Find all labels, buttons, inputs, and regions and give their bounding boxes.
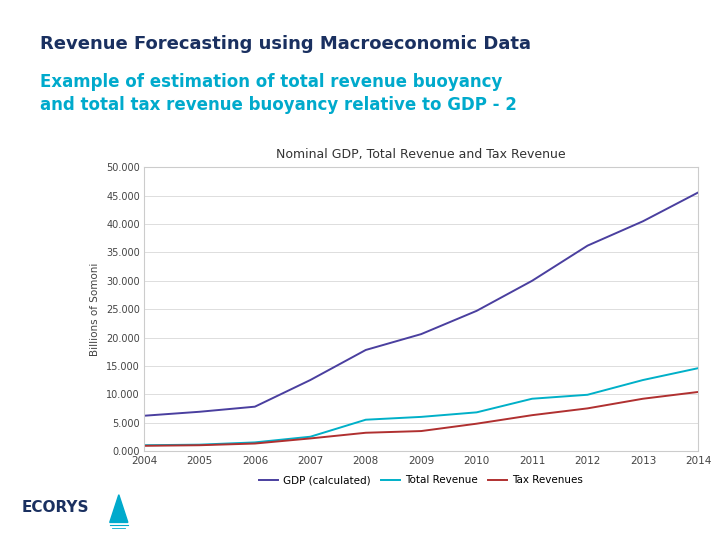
Text: ECORYS: ECORYS — [22, 501, 89, 515]
Title: Nominal GDP, Total Revenue and Tax Revenue: Nominal GDP, Total Revenue and Tax Reven… — [276, 147, 566, 161]
Text: Example of estimation of total revenue buoyancy
and total tax revenue buoyancy r: Example of estimation of total revenue b… — [40, 73, 516, 114]
Legend: GDP (calculated), Total Revenue, Tax Revenues: GDP (calculated), Total Revenue, Tax Rev… — [255, 471, 588, 490]
Polygon shape — [109, 495, 128, 523]
Text: Revenue Forecasting using Macroeconomic Data: Revenue Forecasting using Macroeconomic … — [40, 35, 531, 53]
Y-axis label: Billions of Somoni: Billions of Somoni — [91, 262, 100, 356]
